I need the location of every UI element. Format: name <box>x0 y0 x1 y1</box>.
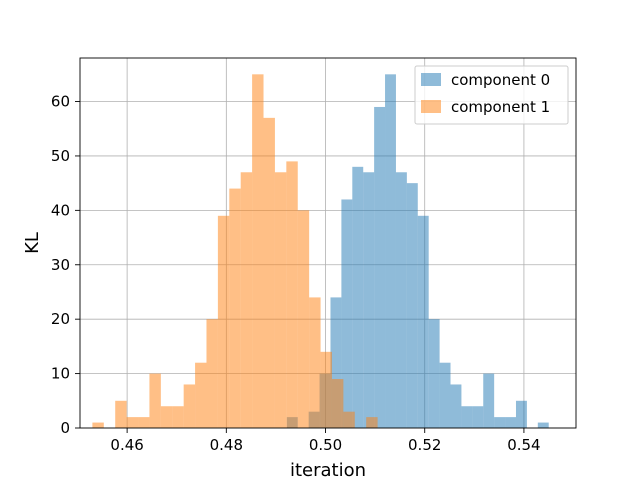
bar-component-0 <box>341 199 353 428</box>
legend-label-component-1: component 1 <box>451 98 550 116</box>
bar-component-1 <box>274 172 287 428</box>
bar-component-0 <box>472 406 484 428</box>
bar-component-1 <box>217 215 230 428</box>
bar-component-1 <box>172 406 184 428</box>
legend-label-component-0: component 0 <box>451 71 550 89</box>
y-tick-label: 10 <box>51 365 70 383</box>
bar-component-0 <box>505 417 516 428</box>
y-axis: 0 10 20 30 40 50 60 <box>51 93 80 437</box>
bar-component-0 <box>461 406 473 428</box>
series-component-1 <box>92 74 378 429</box>
bar-component-1 <box>183 384 196 428</box>
legend-swatch-component-0 <box>421 73 441 86</box>
bar-component-1 <box>160 406 173 428</box>
bar-component-0 <box>428 319 440 428</box>
x-tick-label: 0.54 <box>507 436 540 454</box>
bar-component-1 <box>92 422 104 428</box>
plot-frame <box>79 57 577 429</box>
bar-component-0 <box>374 106 386 429</box>
bar-component-0 <box>417 215 429 428</box>
bar-component-0 <box>439 362 451 428</box>
bar-component-1 <box>206 319 218 428</box>
x-tick-label: 0.46 <box>110 436 143 454</box>
bar-component-1 <box>320 351 332 428</box>
bar-component-0 <box>352 166 364 428</box>
bar-component-0 <box>537 422 549 428</box>
bar-component-0 <box>483 373 495 428</box>
y-axis-label: KL <box>22 232 43 254</box>
bar-component-1 <box>366 417 378 428</box>
bar-component-0 <box>406 183 418 428</box>
bar-component-0 <box>363 172 375 428</box>
legend: component 0 component 1 <box>414 65 569 125</box>
y-tick-label: 0 <box>60 419 70 437</box>
bar-component-1 <box>138 417 150 428</box>
x-tick-label: 0.52 <box>408 436 441 454</box>
x-axis-label: iteration <box>290 460 366 480</box>
y-tick-label: 30 <box>51 256 70 274</box>
bar-component-0 <box>395 172 407 428</box>
bar-component-1 <box>252 74 264 428</box>
series-component-0 <box>286 74 549 429</box>
bar-component-1 <box>126 417 139 428</box>
y-tick-label: 60 <box>51 93 70 111</box>
bar-component-1 <box>297 210 310 428</box>
bars <box>92 74 549 429</box>
bar-component-1 <box>149 373 161 428</box>
bar-component-1 <box>240 172 253 428</box>
bar-component-1 <box>309 297 321 428</box>
x-tick-label: 0.48 <box>210 436 243 454</box>
bar-component-0 <box>515 400 527 428</box>
bar-component-0 <box>330 297 342 428</box>
bar-component-1 <box>331 379 344 428</box>
x-axis: 0.46 0.48 0.50 0.52 0.54 <box>110 428 541 454</box>
bar-component-0 <box>494 417 506 428</box>
bar-component-1 <box>115 400 127 428</box>
y-tick-label: 20 <box>51 310 70 328</box>
bar-component-1 <box>229 188 241 428</box>
x-tick-label: 0.50 <box>309 436 342 454</box>
bar-component-0 <box>450 384 462 428</box>
y-tick-label: 50 <box>51 147 70 165</box>
legend-box <box>414 65 569 125</box>
bar-component-1 <box>263 117 275 429</box>
bar-component-0 <box>385 74 396 428</box>
y-tick-label: 40 <box>51 201 70 219</box>
bar-component-1 <box>343 411 355 428</box>
bar-component-1 <box>195 362 207 428</box>
bar-component-1 <box>286 161 298 428</box>
legend-swatch-component-1 <box>421 100 441 113</box>
